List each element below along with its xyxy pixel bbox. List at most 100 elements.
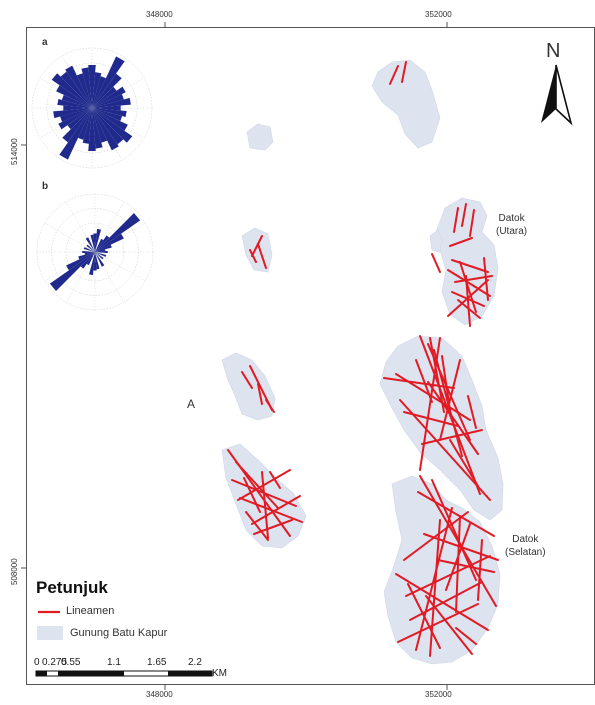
rose-a-petal-16-0	[92, 108, 108, 143]
lineament-37	[383, 377, 455, 389]
rose-a-petal-13-180	[51, 73, 92, 108]
rose-a-petal-17-0	[92, 108, 103, 149]
lineament-41	[439, 359, 461, 441]
lineament-9	[431, 253, 441, 273]
lineament-65	[437, 559, 495, 573]
rose-b-petal-4-180	[78, 252, 95, 260]
lineament-52	[403, 511, 469, 561]
rose-a-petal-5-0	[92, 86, 117, 108]
scale-bar	[35, 670, 213, 677]
lineament-60	[417, 491, 495, 537]
rose-a-petal-7-0	[92, 94, 124, 108]
scale-label-11: 1.1	[107, 657, 121, 668]
rose-a-petal-11-0	[92, 108, 123, 122]
lineament-30	[251, 495, 301, 525]
rose-b-petal-10-0	[95, 252, 100, 270]
rose-a-petal-12-180	[56, 85, 92, 108]
rose-b-petal-11-0	[95, 228, 102, 252]
lineament-4	[249, 249, 257, 263]
top-tick-348000: 348000	[146, 10, 173, 19]
rose-a-petal-3-0	[92, 56, 125, 108]
rose-a-petal-3-180	[59, 108, 92, 160]
rose-a-petal-8-180	[53, 108, 92, 119]
lineament-62	[445, 523, 471, 591]
place-label-datok-selatan: Datok (Selatan)	[505, 533, 546, 559]
lineament-22	[257, 383, 263, 405]
scale-label-055: 0.55	[61, 657, 81, 668]
bottom-tick-352000: 352000	[425, 690, 452, 699]
legend-title: Petunjuk	[36, 578, 108, 597]
rose-diagram-b	[36, 193, 154, 311]
north-arrow-icon	[541, 64, 573, 126]
lineament-group	[227, 61, 499, 657]
rose-a-petal-1-180	[82, 108, 92, 144]
limestone-hill-mid	[241, 227, 273, 273]
lineament-46	[467, 395, 477, 429]
rose-a-label: a	[42, 37, 48, 48]
lineament-2	[251, 235, 263, 257]
lineament-31	[253, 519, 293, 535]
rose-a-petal-11-180	[61, 94, 92, 108]
lineament-21	[265, 399, 275, 413]
rose-b-petal-2-180	[49, 252, 95, 291]
rose-b-petal-12-180	[93, 252, 97, 271]
rose-a-petal-12-0	[92, 108, 128, 131]
rose-b-petal-7-0	[95, 252, 107, 257]
lineament-26	[239, 497, 303, 523]
lineament-67	[455, 627, 477, 645]
lineament-36	[427, 343, 471, 441]
lineament-5	[453, 207, 459, 233]
rose-b-grid-spoke-120	[94, 251, 146, 282]
limestone-hill-small	[246, 123, 274, 151]
rose-a-petal-17-180	[81, 67, 92, 108]
rose-b-petal-8-180	[86, 244, 95, 252]
north-label: N	[546, 40, 561, 62]
rose-a-petal-2-0	[92, 76, 106, 108]
rose-b-label: b	[42, 181, 49, 192]
legend-limestone-symbol	[37, 626, 63, 640]
scale-label-0275: 0.275	[42, 657, 68, 668]
lineament-18	[483, 257, 489, 301]
rose-b-petal-8-0	[95, 252, 104, 260]
scale-label-0: 0	[34, 657, 40, 668]
lineament-42	[403, 411, 459, 427]
place-north-name: Datok	[498, 213, 525, 224]
scale-unit: KM	[212, 668, 227, 679]
lineament-32	[269, 471, 281, 489]
lineament-7	[469, 209, 475, 237]
lineament-27	[245, 511, 269, 541]
rose-a-petal-8-0	[92, 97, 131, 108]
rose-a-petal-2-180	[78, 108, 92, 140]
lineament-47	[415, 359, 433, 403]
rose-b-petal-3-180	[66, 252, 95, 271]
rose-a-petal-9-180	[63, 105, 92, 111]
rose-b-petal-12-0	[93, 233, 97, 252]
lineament-33	[237, 469, 291, 501]
rose-a-petal-6-180	[58, 108, 92, 130]
rose-a-petal-7-180	[60, 108, 92, 122]
rose-a-petal-4-0	[92, 73, 122, 108]
rose-a-petal-0-0	[88, 64, 96, 108]
lineament-59	[395, 573, 489, 631]
lineament-10	[451, 259, 489, 273]
scale-label-165: 1.65	[147, 657, 167, 668]
place-north-qualifier: (Utara)	[496, 226, 528, 237]
lineament-43	[421, 429, 483, 445]
lineament-55	[397, 603, 479, 643]
lineament-64	[425, 595, 473, 655]
lineament-39	[399, 399, 491, 501]
rose-b-grid-ring-1	[65, 222, 125, 282]
lineament-29	[261, 471, 269, 539]
lineament-6	[461, 203, 467, 227]
rose-b-petal-0-180	[86, 252, 95, 266]
legend-item-gunung-batu-kapur: Gunung Batu Kapur	[70, 627, 168, 639]
rose-a-petal-15-0	[92, 108, 119, 151]
lineament-51	[431, 479, 477, 581]
rose-b-petal-0-0	[95, 238, 104, 252]
rose-a-petal-15-180	[65, 65, 92, 108]
rose-b-petal-4-0	[95, 244, 112, 252]
lineament-19	[241, 371, 253, 389]
lineament-35	[429, 337, 445, 413]
bottom-tick-348000: 348000	[146, 690, 173, 699]
